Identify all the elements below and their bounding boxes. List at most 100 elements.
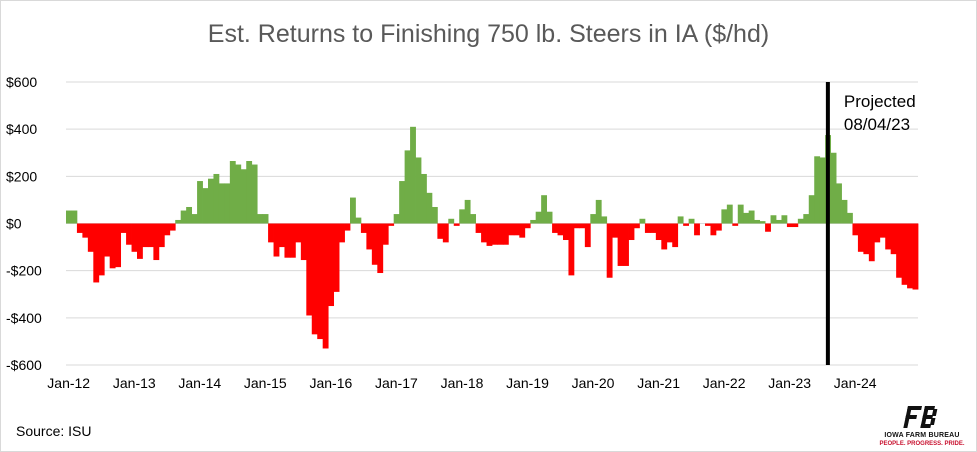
bar: [213, 173, 220, 224]
bar: [535, 211, 542, 224]
projection-annotation: Projected 08/04/23: [825, 82, 916, 365]
bar: [437, 223, 444, 239]
y-axis-tick-labels: $600 $400 $200 $0 -$200 -$400 -$600: [6, 74, 42, 373]
bar: [470, 214, 477, 224]
bar: [218, 183, 225, 224]
bar: [732, 223, 739, 226]
bar: [634, 223, 640, 229]
bar: [87, 223, 94, 252]
bar: [208, 178, 214, 224]
bar: [590, 214, 597, 224]
bar: [104, 223, 111, 257]
projection-label-line1: Projected: [844, 92, 916, 111]
bar: [644, 223, 651, 233]
y-tick-label: $600: [6, 74, 37, 90]
bar: [229, 161, 236, 224]
bar: [333, 223, 340, 292]
bar: [497, 223, 504, 245]
bar: [715, 223, 722, 231]
bar: [186, 206, 193, 224]
bar: [66, 210, 72, 224]
bar: [836, 183, 842, 224]
bar: [415, 157, 422, 224]
bar: [137, 223, 143, 259]
logo-line2: PEOPLE. PROGRESS. PRIDE.: [879, 441, 965, 447]
bar: [688, 218, 695, 224]
bar: [377, 223, 384, 274]
bar: [896, 223, 903, 278]
bar: [765, 223, 771, 232]
x-tick-label: Jan-20: [572, 375, 615, 391]
bar: [481, 223, 487, 243]
bar: [164, 223, 171, 236]
bar: [726, 204, 733, 224]
bar: [814, 156, 821, 224]
bar: [912, 223, 919, 290]
bar: [246, 161, 253, 224]
bar: [399, 181, 406, 224]
bar: [655, 223, 662, 241]
bar: [355, 217, 362, 224]
bar: [464, 199, 471, 224]
x-tick-label: Jan-14: [178, 375, 221, 391]
logo-line1: IOWA FARM BUREAU: [884, 432, 960, 439]
bar: [868, 223, 875, 262]
bar: [317, 223, 324, 340]
bar: [677, 216, 684, 224]
bar: [852, 223, 859, 236]
bar: [819, 157, 826, 224]
x-tick-label: Jan-21: [637, 375, 680, 391]
bar: [388, 223, 395, 226]
bar: [743, 212, 750, 224]
bar: [863, 223, 870, 255]
bars: [66, 126, 919, 349]
x-tick-label: Jan-13: [113, 375, 156, 391]
bar: [857, 223, 864, 252]
x-tick-label: Jan-18: [441, 375, 484, 391]
bar: [748, 210, 755, 224]
bar: [371, 223, 378, 265]
source-note: Source: ISU: [16, 423, 92, 439]
bar: [639, 218, 646, 224]
bar: [191, 214, 198, 224]
bar: [803, 214, 810, 224]
bar: [180, 210, 187, 224]
bar: [306, 223, 313, 316]
bar: [251, 164, 258, 224]
bar: [710, 223, 717, 236]
bar: [311, 223, 318, 335]
bar: [273, 223, 280, 257]
bar: [98, 223, 105, 276]
bar: [776, 219, 782, 224]
bar: [115, 223, 122, 268]
bar: [486, 223, 493, 246]
bar: [759, 221, 766, 224]
bar: [890, 223, 897, 255]
bar: [442, 223, 449, 243]
bar: [76, 223, 83, 233]
bar: [508, 223, 515, 236]
bar: [573, 223, 580, 229]
bar: [393, 214, 400, 224]
bar: [360, 223, 367, 233]
y-tick-label: -$200: [6, 263, 42, 279]
bar: [901, 223, 908, 285]
bar: [262, 214, 269, 224]
bar: [147, 223, 154, 248]
bar: [847, 212, 853, 224]
bar: [448, 218, 455, 224]
bar: [289, 223, 296, 258]
bar: [322, 223, 329, 349]
y-tick-label: -$600: [6, 357, 42, 373]
x-tick-label: Jan-24: [834, 375, 877, 391]
x-tick-label: Jan-19: [506, 375, 549, 391]
bar: [666, 223, 673, 243]
y-tick-label: $0: [6, 216, 22, 232]
bar: [907, 223, 913, 289]
bar: [808, 195, 815, 224]
bar: [721, 209, 728, 224]
bar: [519, 223, 526, 238]
bar: [279, 223, 285, 248]
y-tick-label: $200: [6, 168, 37, 184]
